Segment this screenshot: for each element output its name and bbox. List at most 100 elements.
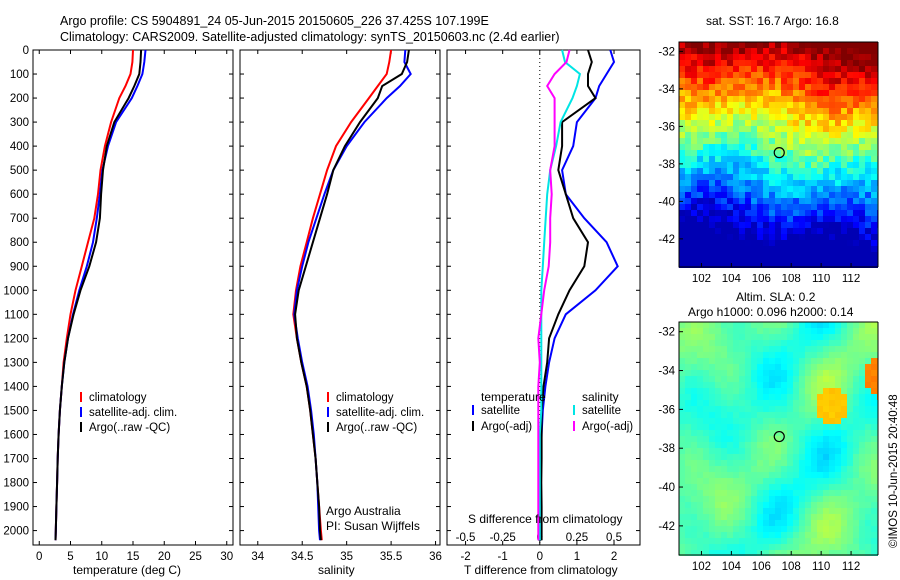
map-cell [793, 418, 800, 425]
map-cell [835, 42, 842, 49]
map-cell [853, 394, 860, 401]
map-cell [703, 412, 710, 419]
map-cell [811, 42, 818, 49]
map-cell [691, 156, 698, 163]
map-cell [787, 96, 794, 103]
map-cell [685, 358, 692, 365]
y-tick-label: 2000 [3, 526, 29, 538]
map-cell [757, 84, 764, 91]
x-tick-label: 112 [842, 273, 860, 285]
map-cell [811, 484, 818, 491]
map-cell [745, 352, 752, 359]
map-cell [751, 520, 758, 527]
map-cell [691, 550, 698, 557]
map-cell [685, 48, 692, 55]
map-cell [703, 376, 710, 383]
map-cell [709, 502, 716, 509]
map-cell [679, 526, 686, 533]
map-cell [871, 334, 878, 341]
map-cell [799, 490, 806, 497]
map-cell [679, 352, 686, 359]
map-cell [709, 346, 716, 353]
map-cell [763, 90, 770, 97]
map-cell [871, 186, 878, 193]
map-cell [769, 168, 776, 175]
map-cell [781, 508, 788, 515]
map-cell [769, 436, 776, 443]
map-cell [871, 424, 878, 431]
map-cell [835, 430, 842, 437]
map-cell [679, 84, 686, 91]
map-cell [739, 322, 746, 329]
map-cell [745, 48, 752, 55]
map-cell [847, 448, 854, 455]
map-cell [787, 472, 794, 479]
map-cell [841, 42, 848, 49]
map-cell [709, 436, 716, 443]
map-cell [799, 334, 806, 341]
map-cell [859, 258, 866, 265]
map-cell [679, 436, 686, 443]
map-cell [685, 240, 692, 247]
map-cell [775, 96, 782, 103]
map-cell [865, 322, 872, 329]
x-tick-label: 15 [127, 551, 140, 563]
map-cell [757, 340, 764, 347]
map-cell [781, 192, 788, 199]
map-cell [757, 120, 764, 127]
map-cell [859, 222, 866, 229]
map-cell [847, 406, 854, 413]
map-cell [811, 90, 818, 97]
map-cell [793, 340, 800, 347]
map-cell [823, 48, 830, 55]
map-cell [763, 66, 770, 73]
map-cell [823, 42, 830, 49]
x-tick-label: 108 [782, 273, 801, 285]
map-cell [745, 126, 752, 133]
map-cell [679, 126, 686, 133]
map-cell [799, 436, 806, 443]
map-cell [721, 526, 728, 533]
map-cell [793, 258, 800, 265]
map-cell [847, 520, 854, 527]
map-cell [823, 66, 830, 73]
map-cell [835, 168, 842, 175]
map-cell [775, 436, 782, 443]
map-cell [823, 78, 830, 85]
x-tick-label: 34 [251, 551, 264, 563]
map-cell [793, 406, 800, 413]
map-cell [847, 472, 854, 479]
map-cell [835, 328, 842, 335]
map-cell [727, 418, 734, 425]
map-cell [865, 538, 872, 545]
map-cell [817, 400, 824, 407]
map-cell [811, 544, 818, 551]
map-cell [841, 376, 848, 383]
map-cell [781, 418, 788, 425]
map-cell [757, 352, 764, 359]
map-cell [817, 532, 824, 539]
argo-australia-note: Argo Australia [326, 504, 401, 518]
map-cell [823, 258, 830, 265]
map-cell [697, 466, 704, 473]
map-cell [859, 102, 866, 109]
map-cell [871, 472, 878, 479]
map-cell [805, 252, 812, 259]
map-cell [715, 430, 722, 437]
map-cell [763, 162, 770, 169]
map-cell [697, 334, 704, 341]
map-cell [745, 412, 752, 419]
map-cell [811, 252, 818, 259]
map-cell [865, 364, 872, 371]
map-cell [727, 442, 734, 449]
map-cell [715, 496, 722, 503]
map-cell [781, 484, 788, 491]
map-cell [733, 150, 740, 157]
map-cell [859, 66, 866, 73]
map-cell [865, 400, 872, 407]
map-cell [775, 162, 782, 169]
map-cell [709, 376, 716, 383]
x-tick-label: 102 [692, 561, 711, 573]
map-cell [757, 478, 764, 485]
map-cell [769, 532, 776, 539]
